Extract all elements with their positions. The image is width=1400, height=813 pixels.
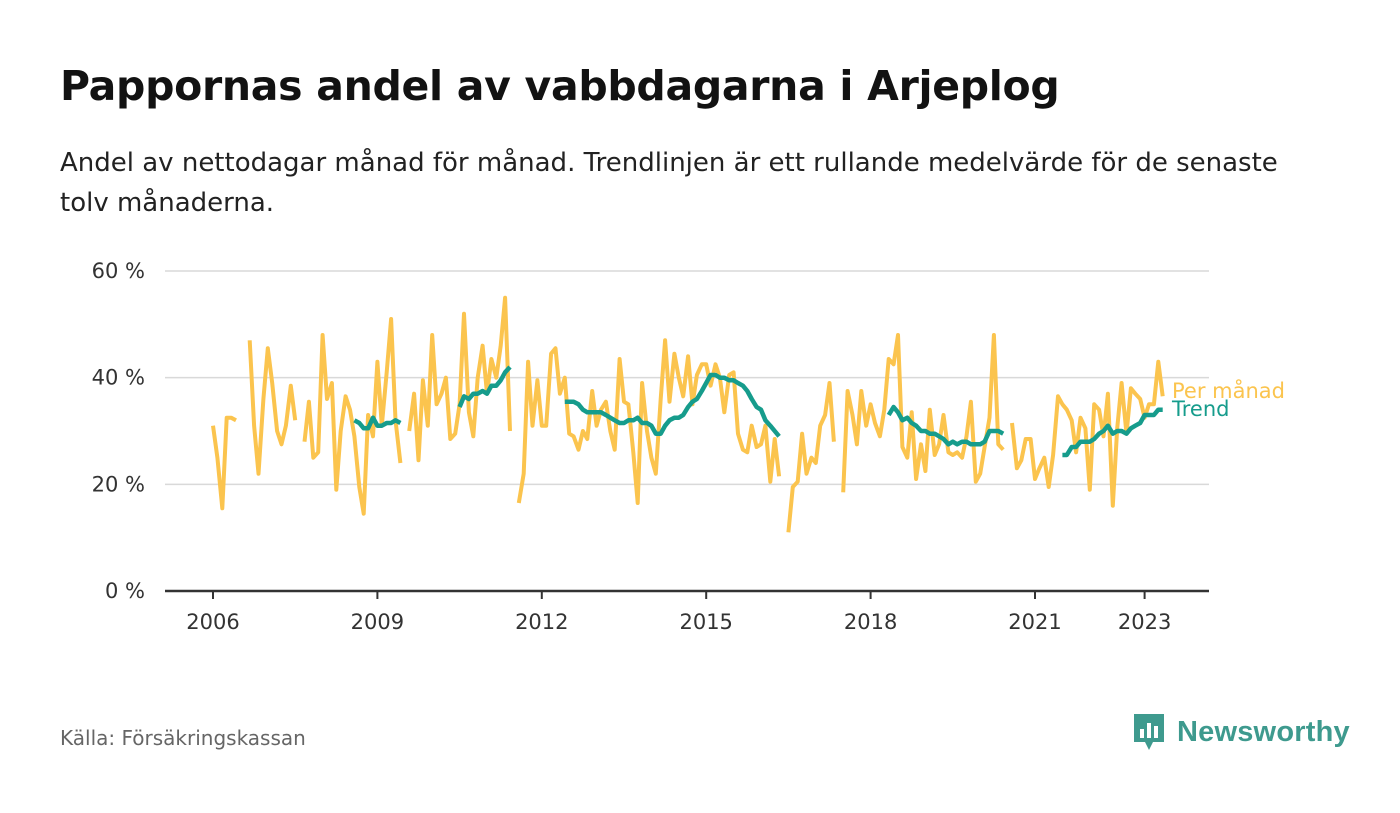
x-tick-label: 2006	[186, 610, 239, 634]
series-line-per-manad	[407, 295, 512, 463]
x-tick-label: 2018	[844, 610, 897, 634]
chart-title: Pappornas andel av vabbdagarna i Arjeplo…	[60, 62, 1060, 110]
series-lines	[211, 295, 1165, 533]
x-tick-label: 2012	[515, 610, 568, 634]
y-axis-ticks: 0 % 20 % 40 % 60 %	[92, 259, 145, 603]
series-line-per-manad	[302, 317, 403, 516]
bar-chart-speech-bubble-icon	[1134, 714, 1164, 750]
series-line-per-manad	[247, 340, 298, 476]
series-line-per-manad	[516, 338, 782, 505]
x-tick-label: 2009	[351, 610, 404, 634]
series-line-per-manad	[841, 333, 1005, 493]
chart-subtitle: Andel av nettodagar månad för månad. Tre…	[60, 148, 1278, 218]
series-label-per-manad: Per månad	[1172, 378, 1285, 403]
series-label-trend: Trend	[1171, 397, 1229, 421]
source-note: Källa: Försäkringskassan	[60, 726, 306, 750]
series-line-trend	[1062, 407, 1163, 458]
series-line-per-manad	[211, 415, 237, 511]
series-line-trend	[886, 404, 1005, 447]
y-tick-label: 20 %	[92, 472, 145, 496]
x-axis-ticks: 2006 2009 2012 2015 2018 2021 2023	[186, 591, 1171, 634]
x-tick-label: 2021	[1008, 610, 1061, 634]
series-line-per-manad	[786, 381, 836, 533]
brand-name: Newsworthy	[1177, 715, 1350, 748]
y-tick-label: 60 %	[92, 259, 145, 283]
y-tick-label: 0 %	[105, 579, 145, 603]
series-line-trend	[353, 415, 402, 431]
series-line-trend	[564, 372, 781, 438]
y-tick-label: 40 %	[92, 366, 145, 390]
brand-logo[interactable]: Newsworthy	[1132, 712, 1350, 752]
x-tick-label: 2015	[679, 610, 732, 634]
series-line-trend	[457, 365, 512, 408]
x-tick-label: 2023	[1118, 610, 1171, 634]
series-line-per-manad	[1010, 359, 1165, 508]
